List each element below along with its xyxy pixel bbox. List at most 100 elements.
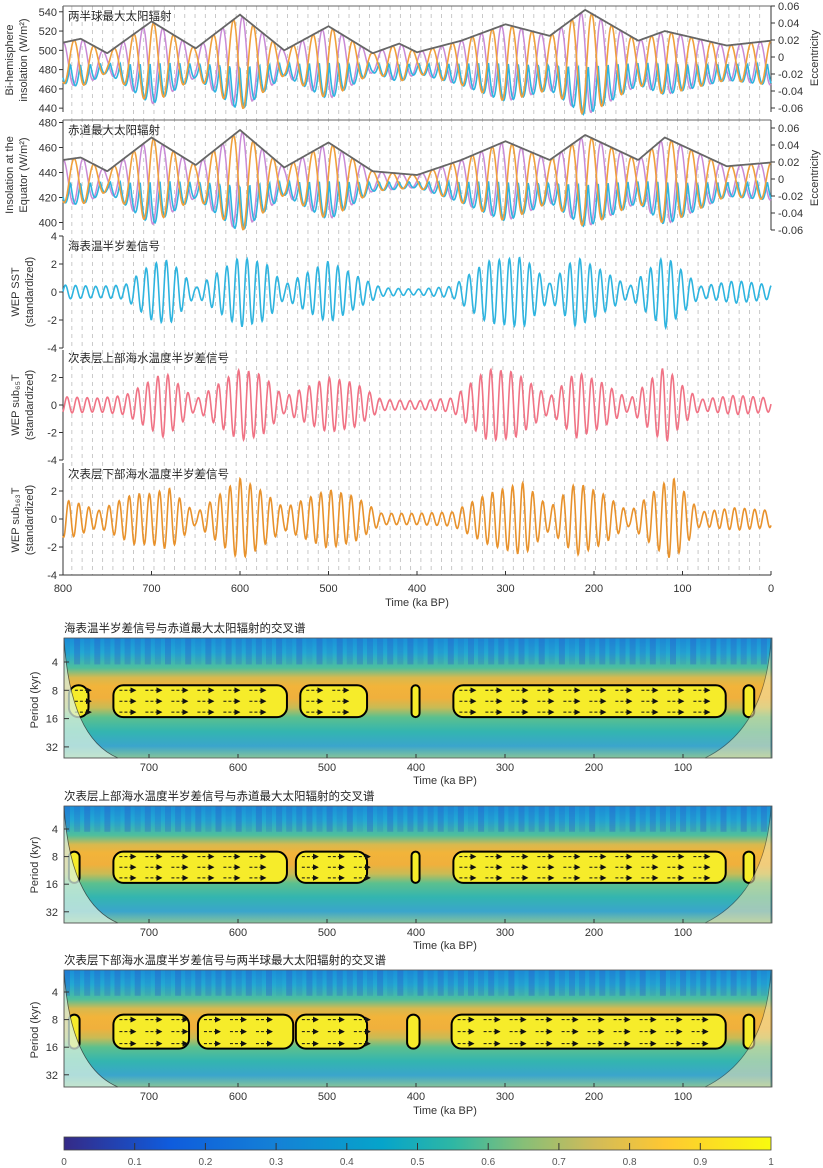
heatmap-cell xyxy=(367,806,373,832)
significance-contour xyxy=(410,850,421,884)
heatmap-cell xyxy=(235,806,242,832)
heatmap-cell xyxy=(266,970,272,996)
y-tick-label: -2 xyxy=(47,428,57,440)
y-tick-label: 4 xyxy=(52,987,58,999)
wavelet-frame xyxy=(63,805,773,924)
heatmap-cell xyxy=(417,970,424,996)
colorbar-tick-label: 0.2 xyxy=(198,1157,212,1168)
heatmap-cell xyxy=(367,638,373,665)
heatmap-cell xyxy=(518,806,525,832)
heatmap-cell xyxy=(124,638,131,665)
heatmap-cell xyxy=(760,970,767,996)
series-signal xyxy=(62,367,772,443)
y-tick-label: 4 xyxy=(52,657,58,669)
heatmap-cell xyxy=(276,970,283,996)
heatmap-cell xyxy=(407,638,414,665)
y-tick-label: -2 xyxy=(47,315,57,327)
heatmap-cell xyxy=(134,638,141,665)
heatmap-cell xyxy=(104,970,111,996)
heatmap-cell xyxy=(417,638,424,665)
y-tick-label: 0 xyxy=(51,400,57,412)
y-tick-label: 8 xyxy=(52,852,58,864)
x-tick-label: 600 xyxy=(231,583,249,595)
y-tick-label: 32 xyxy=(46,907,58,919)
heatmap-cell xyxy=(548,806,555,832)
heatmap-cell xyxy=(175,638,182,665)
heatmap-cell xyxy=(316,806,323,832)
heatmap-cell xyxy=(498,638,505,665)
heatmap-cell xyxy=(670,970,676,996)
heatmap-cell xyxy=(538,970,545,996)
y2-tick-label: -0.02 xyxy=(778,191,803,203)
heatmap-cell xyxy=(225,806,232,832)
heatmap-cell xyxy=(468,970,474,996)
heatmap-cell xyxy=(215,638,222,665)
heatmap-cell xyxy=(447,970,454,996)
heatmap-cell xyxy=(215,806,222,832)
heatmap-cell xyxy=(134,806,141,832)
y-tick-label: 2 xyxy=(51,486,57,498)
heatmap-cell xyxy=(599,638,606,665)
heatmap-cell xyxy=(579,638,586,665)
heatmap-cell xyxy=(730,638,737,665)
y-tick-label: 500 xyxy=(39,45,57,57)
heatmap-cell xyxy=(508,806,515,832)
y-tick-label: 2 xyxy=(51,259,57,271)
wavelet-ylabel-c: Period (kyr) xyxy=(29,1002,41,1059)
heatmap-cell xyxy=(417,806,424,832)
heatmap-cell xyxy=(74,806,81,832)
heatmap-cell xyxy=(468,806,474,832)
y2-tick-label: 0.02 xyxy=(778,157,799,169)
heatmap-cell xyxy=(387,638,394,665)
heatmap-cell xyxy=(367,970,373,996)
y-tick-label: 540 xyxy=(39,7,57,19)
x-tick-label: 300 xyxy=(496,583,514,595)
x-tick-label: 500 xyxy=(318,762,336,774)
heatmap-cell xyxy=(700,806,707,832)
x-tick-label: 400 xyxy=(407,1091,425,1103)
y-tick-label: 420 xyxy=(39,193,57,205)
heatmap-cell xyxy=(387,806,394,832)
wavelet-xlabel-a: Time (ka BP) xyxy=(413,775,477,787)
heatmap-cell xyxy=(154,970,161,996)
heatmap-cell xyxy=(286,638,293,665)
heatmap-cell xyxy=(518,638,525,665)
heatmap-cell xyxy=(750,638,757,665)
colorbar-tick-label: 0.3 xyxy=(269,1157,283,1168)
heatmap-cell xyxy=(639,970,646,996)
y-tick-label: -4 xyxy=(47,570,57,582)
ylabel-bihemi-2: insolation (W/m²) xyxy=(18,18,30,101)
heatmap-cell xyxy=(74,638,81,665)
heatmap-cell xyxy=(104,806,111,832)
wavelet-title-a: 海表温半岁差信号与赤道最大太阳辐射的交叉谱 xyxy=(64,621,306,635)
heatmap-cell xyxy=(407,806,414,832)
panel-title-sub163: 次表层下部海水温度半岁差信号 xyxy=(68,467,229,481)
heatmap-cell xyxy=(165,970,171,996)
heatmap-cell xyxy=(599,970,606,996)
x-tick-label: 200 xyxy=(585,927,603,939)
heatmap-cell xyxy=(195,806,202,832)
x-tick-label: 100 xyxy=(673,583,691,595)
heatmap-cell xyxy=(488,806,495,832)
colorbar-tick-label: 0.8 xyxy=(623,1157,637,1168)
wavelet-frame xyxy=(63,969,773,1088)
heatmap-cell xyxy=(579,806,586,832)
heatmap-cell xyxy=(437,638,444,665)
heatmap-cell xyxy=(124,806,131,832)
y-tick-label: 480 xyxy=(39,65,57,77)
heatmap-cell xyxy=(205,638,212,665)
colorbar-tick-label: 0.6 xyxy=(481,1157,495,1168)
heatmap-cell xyxy=(670,806,676,832)
y-tick-label: 8 xyxy=(52,1015,58,1027)
y2label-bihemi: Eccentricity xyxy=(809,29,821,86)
panel-title-sst: 海表温半岁差信号 xyxy=(68,239,160,253)
heatmap-cell xyxy=(255,806,262,832)
heatmap-cell xyxy=(316,638,323,665)
colorbar-tick-label: 0.9 xyxy=(693,1157,707,1168)
heatmap-cell xyxy=(215,970,222,996)
heatmap-cell xyxy=(609,638,616,665)
heatmap-cell xyxy=(245,970,252,996)
heatmap-cell xyxy=(447,806,454,832)
y2-tick-label: 0 xyxy=(778,52,784,64)
heatmap-cell xyxy=(134,970,141,996)
